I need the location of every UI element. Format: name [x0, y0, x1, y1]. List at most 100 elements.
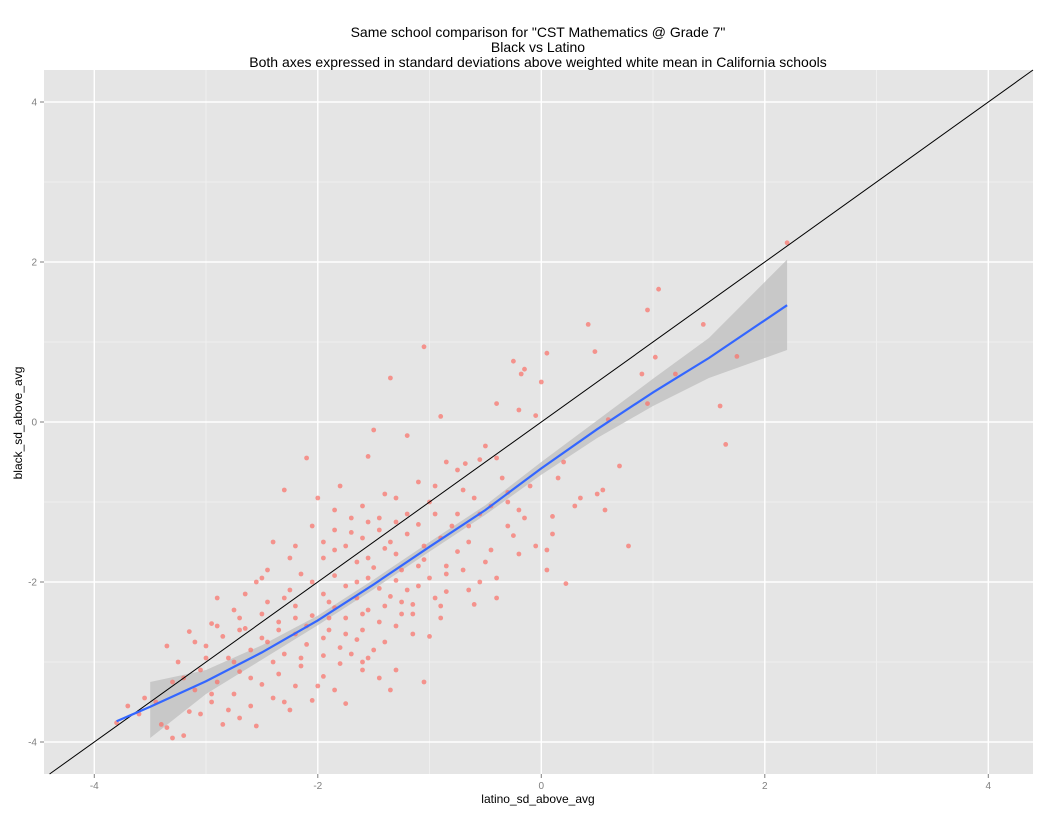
- data-point: [438, 603, 444, 609]
- data-point: [443, 563, 449, 569]
- data-point: [432, 511, 438, 517]
- data-point: [563, 581, 569, 586]
- data-point: [293, 543, 298, 549]
- data-point: [455, 549, 460, 554]
- data-point: [393, 495, 399, 501]
- data-point: [170, 735, 175, 741]
- y-tick-label: 4: [31, 98, 37, 109]
- data-point: [421, 679, 427, 685]
- data-point: [518, 371, 524, 377]
- data-point: [326, 615, 332, 621]
- data-point: [298, 571, 304, 577]
- data-point: [214, 623, 220, 629]
- data-point: [494, 575, 499, 581]
- data-point: [365, 454, 371, 459]
- data-point: [360, 535, 365, 541]
- data-point: [388, 539, 393, 545]
- data-point: [304, 642, 309, 647]
- data-point: [203, 643, 209, 649]
- data-point: [421, 344, 427, 350]
- data-point: [326, 627, 332, 633]
- data-point: [393, 623, 399, 629]
- data-point: [365, 555, 371, 561]
- data-point: [673, 371, 678, 377]
- data-point: [198, 711, 203, 717]
- data-point: [332, 527, 337, 533]
- data-point: [572, 503, 578, 509]
- data-point: [360, 667, 365, 673]
- data-point: [309, 698, 315, 703]
- data-point: [253, 723, 259, 729]
- data-point: [253, 579, 259, 585]
- data-point: [550, 514, 555, 519]
- y-tick-label: 0: [31, 418, 37, 429]
- data-points: [114, 240, 790, 741]
- data-point: [717, 403, 723, 409]
- data-point: [343, 583, 349, 589]
- data-point: [265, 599, 270, 605]
- data-point: [209, 621, 215, 626]
- x-tick-label: -2: [313, 781, 322, 792]
- data-point: [259, 575, 265, 581]
- data-point: [259, 635, 265, 641]
- data-point: [321, 591, 326, 597]
- data-point: [214, 595, 220, 601]
- data-point: [259, 682, 265, 687]
- reference-line: [49, 69, 1034, 775]
- data-point: [321, 674, 326, 679]
- data-point: [365, 575, 371, 581]
- data-point: [376, 527, 382, 533]
- data-point: [388, 594, 393, 599]
- data-point: [237, 715, 243, 721]
- data-point: [466, 587, 472, 593]
- data-point: [382, 603, 388, 609]
- data-point: [360, 611, 365, 617]
- data-point: [125, 703, 131, 709]
- data-point: [645, 307, 650, 313]
- data-point: [466, 523, 472, 529]
- data-point: [432, 595, 438, 601]
- data-point: [365, 607, 371, 613]
- data-point: [376, 619, 382, 625]
- data-point: [784, 240, 790, 246]
- data-point: [332, 573, 337, 578]
- data-point: [192, 687, 198, 693]
- data-point: [544, 567, 550, 573]
- data-point: [404, 587, 410, 593]
- data-point: [393, 551, 399, 557]
- data-point: [516, 551, 522, 557]
- data-point: [343, 631, 349, 637]
- y-axis-title: black_sd_above_avg: [11, 367, 25, 480]
- data-point: [723, 442, 729, 447]
- data-point: [343, 615, 349, 621]
- data-point: [175, 659, 181, 665]
- title-line-3: Both axes expressed in standard deviatio…: [249, 54, 826, 70]
- data-point: [186, 629, 192, 634]
- x-tick-label: 0: [539, 781, 545, 792]
- data-point: [181, 733, 187, 738]
- data-point: [416, 479, 421, 485]
- data-point: [404, 511, 410, 517]
- data-point: [287, 587, 293, 593]
- data-point: [226, 707, 231, 713]
- data-point: [494, 595, 499, 601]
- data-point: [460, 487, 466, 493]
- data-point: [203, 655, 209, 661]
- smooth-curve: [116, 304, 788, 723]
- data-point: [555, 475, 561, 481]
- data-point: [332, 547, 337, 553]
- data-point: [455, 511, 460, 517]
- data-point: [382, 639, 388, 645]
- data-point: [343, 543, 349, 549]
- data-point: [494, 401, 499, 406]
- data-point: [371, 565, 377, 570]
- data-point: [488, 547, 494, 553]
- data-point: [337, 645, 343, 650]
- data-point: [410, 631, 416, 637]
- data-point: [382, 491, 388, 497]
- data-point: [427, 575, 432, 581]
- data-point: [298, 655, 304, 661]
- data-point: [315, 683, 321, 689]
- data-point: [276, 627, 282, 633]
- title-line-1: Same school comparison for "CST Mathemat…: [351, 24, 726, 40]
